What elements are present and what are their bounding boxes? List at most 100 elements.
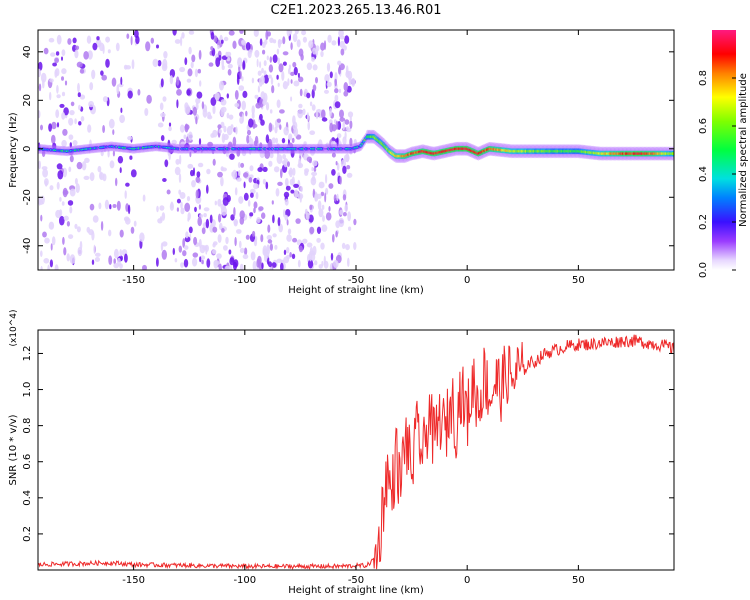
noise-blob [239,30,244,34]
noise-blob [269,243,273,251]
noise-blob [232,169,238,180]
noise-blob [59,103,65,108]
noise-blob [142,264,147,270]
snr-x-tick-label: -100 [233,575,256,586]
noise-blob [288,133,293,141]
noise-blob [233,220,238,227]
noise-blob [178,173,182,184]
noise-blob [83,175,90,180]
noise-blob [175,158,180,165]
noise-blob [137,89,141,96]
noise-blob [219,80,224,91]
noise-blob [293,80,300,87]
noise-blob [198,49,202,60]
noise-blob [74,178,78,185]
noise-blob [234,236,237,247]
noise-blob [38,110,41,119]
noise-blob [56,122,60,128]
noise-blob [236,149,241,157]
noise-blob [176,76,180,86]
noise-blob [101,74,107,81]
noise-blob [309,226,315,235]
noise-blob [197,216,202,227]
noise-blob [218,213,222,223]
noise-blob [262,49,266,55]
noise-blob [74,118,77,125]
noise-blob [287,161,290,168]
noise-blob [207,141,214,147]
noise-blob [346,165,351,170]
noise-blob [227,69,232,76]
noise-blob [341,242,346,249]
noise-blob [179,124,185,133]
noise-blob [199,80,202,87]
noise-blob [281,160,287,165]
noise-blob [218,54,222,61]
noise-blob [221,228,225,233]
noise-blob [44,178,49,186]
noise-blob [159,102,164,111]
noise-blob [274,244,278,250]
noise-blob [108,118,115,129]
noise-blob [77,82,80,93]
noise-blob [220,99,227,106]
noise-blob [40,265,43,270]
noise-blob [286,247,290,254]
noise-blob [315,109,319,120]
noise-blob [186,196,191,202]
noise-blob [298,103,303,109]
noise-blob [100,70,104,76]
noise-blob [206,184,209,194]
noise-blob [277,57,281,65]
noise-blob [330,140,336,148]
noise-blob [271,262,277,268]
noise-blob [183,245,189,250]
noise-blob [185,136,189,146]
noise-blob [326,81,332,88]
noise-blob [139,232,145,242]
noise-blob [182,250,187,257]
noise-blob [262,178,266,185]
noise-blob [220,107,225,117]
noise-blob [192,252,199,258]
noise-blob [69,206,73,214]
noise-blob [192,257,198,267]
noise-blob [267,74,272,79]
noise-blob [171,139,177,145]
noise-blob [187,68,193,77]
noise-blob [291,253,296,259]
noise-blob [286,234,292,242]
noise-blob [212,104,216,115]
noise-blob [182,238,186,248]
noise-blob [326,62,331,72]
noise-blob [324,74,330,83]
noise-blob [320,242,325,250]
noise-blob [157,60,162,67]
noise-blob [74,223,78,229]
noise-blob [83,51,89,60]
noise-blob [315,77,318,84]
noise-blob [100,221,104,231]
noise-blob [267,239,273,244]
noise-blob [75,183,80,194]
noise-blob [234,90,239,100]
snr-x-label: Height of straight line (km) [288,585,424,596]
noise-blob [130,35,133,46]
noise-blob [180,207,185,215]
noise-blob [197,162,204,168]
noise-blob [342,165,347,174]
colorbar-gradient [712,30,736,270]
noise-blob [87,50,93,60]
noise-blob [210,46,214,51]
noise-blob [300,186,303,193]
noise-blob [311,171,318,176]
noise-blob [329,107,332,118]
noise-blob [277,181,283,186]
noise-blob [288,167,293,178]
spectrogram-x-tick-label: 0 [464,275,470,286]
colorbar-label: Normalized spectral amplitude [738,73,749,227]
noise-blob [239,263,244,270]
noise-blob [342,194,347,201]
noise-blob [207,115,213,120]
noise-blob [253,238,258,247]
